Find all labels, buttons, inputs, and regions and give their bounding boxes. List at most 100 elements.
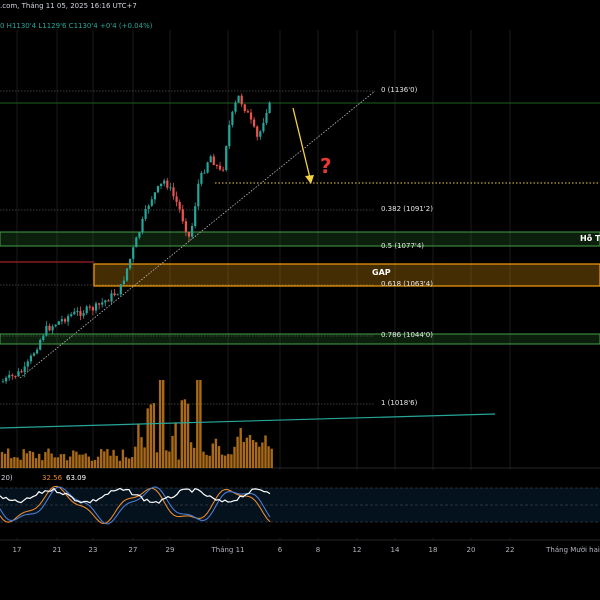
candle-body bbox=[222, 169, 225, 171]
candle-body bbox=[249, 112, 253, 120]
candle-body bbox=[104, 300, 107, 303]
candle-body bbox=[48, 325, 51, 331]
volume-bar bbox=[239, 428, 242, 468]
candle-body bbox=[79, 311, 82, 316]
volume-bar bbox=[87, 456, 90, 468]
fib-label-05: 0.5 (1077'4) bbox=[381, 242, 425, 250]
volume-bar bbox=[186, 403, 190, 468]
ohlc-readout: 0 H1130'4 L1129'6 C1130'4 +0'4 (+0.04%) bbox=[0, 22, 153, 30]
volume-bar bbox=[248, 435, 252, 468]
candle-body bbox=[110, 293, 113, 302]
candle-body bbox=[20, 371, 23, 373]
volume-bar bbox=[177, 459, 180, 468]
candle-body bbox=[122, 280, 125, 285]
volume-bar bbox=[208, 455, 211, 468]
volume-bar bbox=[13, 457, 16, 468]
candle-body bbox=[218, 165, 222, 170]
volume-bar bbox=[19, 459, 22, 468]
volume-bar bbox=[202, 451, 205, 468]
candle-body bbox=[125, 268, 129, 281]
candle-body bbox=[17, 371, 20, 377]
volume-bar bbox=[224, 455, 227, 468]
candle-body bbox=[203, 172, 206, 174]
volume-bar bbox=[127, 458, 131, 468]
fib-label-0: 0 (1136'0) bbox=[381, 86, 418, 94]
candle-body bbox=[88, 306, 91, 308]
candle-body bbox=[200, 172, 203, 184]
volume-bar bbox=[96, 456, 100, 468]
fib-label-0382: 0.382 (1091'2) bbox=[381, 205, 433, 213]
candle-body bbox=[191, 226, 194, 237]
candle-body bbox=[107, 300, 110, 302]
candle-body bbox=[57, 321, 60, 325]
volume-bar bbox=[100, 449, 103, 468]
volume-bar bbox=[84, 453, 87, 468]
volume-bar bbox=[270, 448, 273, 468]
volume-bar bbox=[143, 447, 146, 468]
volume-bar bbox=[230, 454, 233, 468]
support-zone-upper bbox=[0, 231, 600, 247]
volume-group bbox=[0, 380, 273, 468]
candle-body bbox=[262, 122, 265, 132]
x-tick-label: 18 bbox=[428, 546, 438, 554]
oscillator-k-line bbox=[0, 486, 271, 525]
oscillator-prefix: 20) bbox=[1, 474, 13, 482]
candle-body bbox=[91, 307, 94, 311]
volume-bar bbox=[10, 458, 13, 468]
volume-bar bbox=[38, 453, 41, 468]
x-tick-label: 8 bbox=[315, 546, 321, 554]
candle-body bbox=[225, 146, 228, 171]
volume-bar bbox=[258, 446, 261, 468]
volume-bar bbox=[56, 457, 59, 468]
candle-body bbox=[70, 314, 73, 317]
candle-body bbox=[153, 192, 156, 200]
volume-bar bbox=[217, 446, 221, 468]
volume-bar bbox=[220, 454, 224, 468]
volume-bar bbox=[242, 441, 245, 468]
candle-body bbox=[163, 180, 166, 184]
candle-body bbox=[160, 183, 163, 186]
fib-label-1: 1 (1018'6) bbox=[381, 399, 418, 407]
candle-body bbox=[178, 201, 181, 210]
volume-bar bbox=[103, 451, 106, 468]
candle-body bbox=[150, 199, 153, 206]
volume-ma-line bbox=[0, 413, 496, 429]
candle-body bbox=[94, 303, 98, 311]
volume-bar bbox=[22, 449, 25, 468]
candle-body bbox=[39, 339, 42, 350]
candle-body bbox=[42, 335, 45, 340]
volume-bar bbox=[118, 460, 121, 468]
candle-body bbox=[36, 349, 39, 354]
volume-bar bbox=[140, 437, 143, 468]
oscillator-lines bbox=[0, 485, 271, 525]
fib-lines bbox=[0, 90, 375, 405]
volume-bar bbox=[93, 460, 97, 468]
candle-body bbox=[197, 183, 200, 207]
candle-body bbox=[209, 156, 212, 163]
volume-bar bbox=[168, 451, 171, 468]
volume-bar bbox=[227, 454, 230, 468]
candle-body bbox=[228, 124, 231, 147]
candle-body bbox=[234, 102, 237, 112]
volume-bar bbox=[165, 450, 168, 468]
candle-body bbox=[116, 294, 119, 296]
volume-bar bbox=[162, 380, 165, 468]
support-label: Hỗ T bbox=[580, 234, 600, 243]
volume-bar bbox=[0, 451, 4, 468]
candle-body bbox=[98, 303, 101, 305]
volume-bar bbox=[233, 446, 236, 468]
x-tick-label: 12 bbox=[352, 546, 362, 554]
volume-bar bbox=[62, 454, 66, 468]
candle-body bbox=[166, 180, 169, 188]
candle-body bbox=[1, 381, 5, 383]
volume-bar bbox=[7, 448, 10, 468]
candles-group bbox=[1, 93, 271, 384]
volume-bar bbox=[59, 454, 63, 468]
volume-bar bbox=[28, 450, 32, 468]
down-arrow-annotation bbox=[292, 107, 314, 184]
candle-body bbox=[194, 206, 197, 227]
candle-body bbox=[8, 374, 11, 378]
candle-body bbox=[268, 102, 271, 113]
